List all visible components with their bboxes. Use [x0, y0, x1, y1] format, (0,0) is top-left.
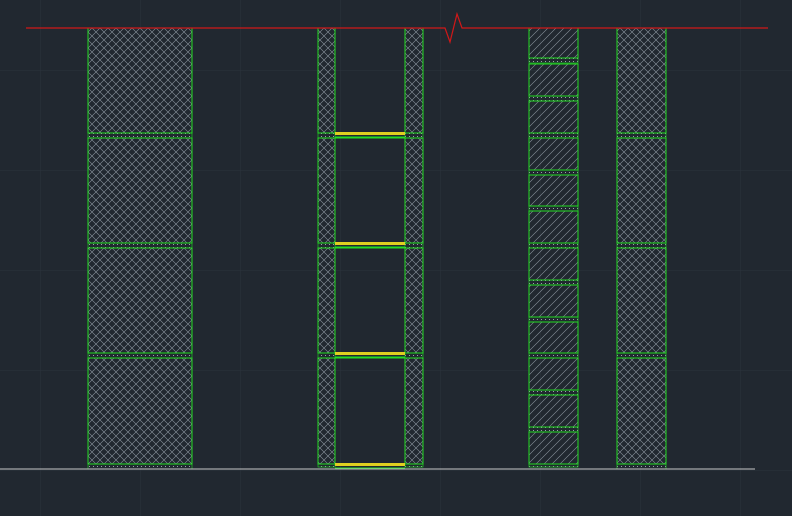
mortar-joint — [616, 352, 667, 359]
mortar-joint — [528, 463, 579, 468]
hatch-block — [317, 27, 336, 134]
mortar-joint — [404, 352, 424, 359]
hatch-block — [616, 27, 667, 134]
mortar-joint — [317, 132, 336, 139]
mortar-joint — [317, 463, 336, 468]
hatch-block — [528, 27, 579, 59]
mortar-joint — [616, 132, 667, 139]
drawing — [87, 27, 667, 470]
hatch-block — [87, 137, 193, 244]
mortar-joint — [528, 57, 579, 64]
hatch-block — [87, 247, 193, 354]
hatch-block — [528, 394, 579, 428]
mortar-joint — [528, 389, 579, 396]
hatch-block — [528, 63, 579, 97]
hatch-block — [87, 357, 193, 465]
break-line — [26, 11, 768, 45]
mortar-joint — [528, 426, 579, 433]
hatch-block — [528, 247, 579, 281]
tie-beam — [335, 463, 405, 466]
hatch-block — [528, 284, 579, 318]
mortar-joint — [317, 352, 336, 359]
mortar-joint — [616, 463, 667, 470]
mortar-joint — [528, 352, 579, 359]
mortar-joint — [528, 132, 579, 139]
tie-beam — [335, 352, 405, 355]
hatch-block — [87, 27, 193, 134]
hatch-block — [404, 247, 424, 354]
hatch-block — [528, 357, 579, 391]
mortar-joint — [404, 463, 424, 468]
hatch-block — [404, 137, 424, 244]
mortar-joint — [87, 352, 193, 359]
hatch-block — [404, 357, 424, 465]
mortar-joint — [616, 242, 667, 249]
mortar-joint — [404, 132, 424, 139]
hatch-block — [616, 357, 667, 465]
mortar-joint — [87, 242, 193, 249]
hatch-block — [616, 247, 667, 354]
mortar-joint — [528, 279, 579, 286]
hatch-block — [317, 137, 336, 244]
hatch-block — [528, 100, 579, 134]
mortar-joint — [317, 242, 336, 249]
hatch-block — [404, 27, 424, 134]
mortar-joint — [87, 463, 193, 470]
mortar-joint — [528, 205, 579, 212]
hatch-block — [528, 210, 579, 244]
hatch-block — [616, 137, 667, 244]
mortar-joint — [87, 132, 193, 139]
mortar-joint — [404, 242, 424, 249]
hatch-block — [528, 321, 579, 354]
mortar-joint — [528, 95, 579, 102]
mortar-joint — [528, 316, 579, 323]
hatch-block — [317, 357, 336, 465]
hatch-block — [528, 431, 579, 465]
hatch-block — [317, 247, 336, 354]
mortar-joint — [528, 169, 579, 176]
tie-beam — [335, 132, 405, 135]
tie-beam — [335, 242, 405, 245]
mortar-joint — [528, 242, 579, 249]
hatch-block — [528, 174, 579, 207]
hatch-block — [528, 137, 579, 171]
